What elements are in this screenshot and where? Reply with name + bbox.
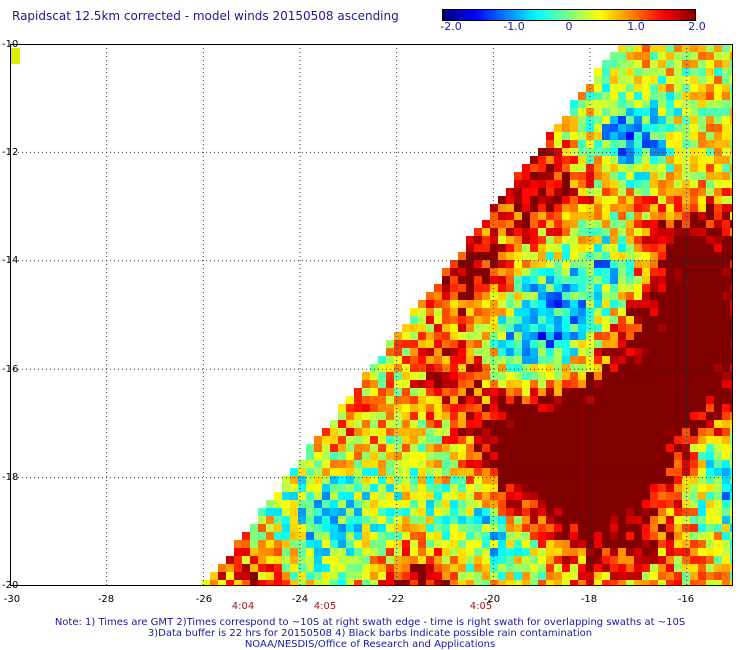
lon-label-16: -16 [677,594,695,605]
lat-label-12: -12 [2,147,19,158]
lat-label-14: -14 [2,255,19,266]
lon-label-26: -26 [195,594,213,605]
time-label-1: 4:04 [231,601,255,612]
note-line-2: 3)Data buffer is 22 hrs for 20150508 4) … [147,628,593,639]
map-frame [10,44,733,586]
lon-label-24: -24 [291,594,309,605]
colorbar-tick-2: -1.0 [503,20,525,33]
isolated-data-cell [10,48,20,64]
note-line-3: NOAA/NESDIS/Office of Research and Appli… [244,639,496,650]
colorbar-tick-3: 0 [565,20,573,33]
lon-label-20: -20 [483,594,501,605]
colorbar-tick-5: 2.0 [688,20,706,33]
lon-label-18: -18 [580,594,598,605]
time-label-3: 4:05 [469,601,493,612]
lat-label-16: -16 [2,364,19,375]
lon-label-30: -30 [3,594,21,605]
colorbar-tick-1: -2.0 [440,20,462,33]
map-grid [10,44,733,586]
note-line-1: Note: 1) Times are GMT 2)Times correspon… [54,617,686,628]
lon-label-22: -22 [387,594,405,605]
lat-label-18: -18 [2,472,19,483]
colorbar-tick-4: 1.0 [627,20,645,33]
time-label-2: 4:05 [313,601,337,612]
lat-label-20: -20 [2,580,19,591]
wind-difference-map [10,44,733,586]
colorbar [442,9,696,21]
map-canvas [10,44,733,586]
wind-difference-cells [202,44,733,586]
lat-label-10: -10 [2,39,19,50]
lon-label-28: -28 [97,594,115,605]
map-title: Rapidscat 12.5km corrected - model winds… [12,9,399,23]
